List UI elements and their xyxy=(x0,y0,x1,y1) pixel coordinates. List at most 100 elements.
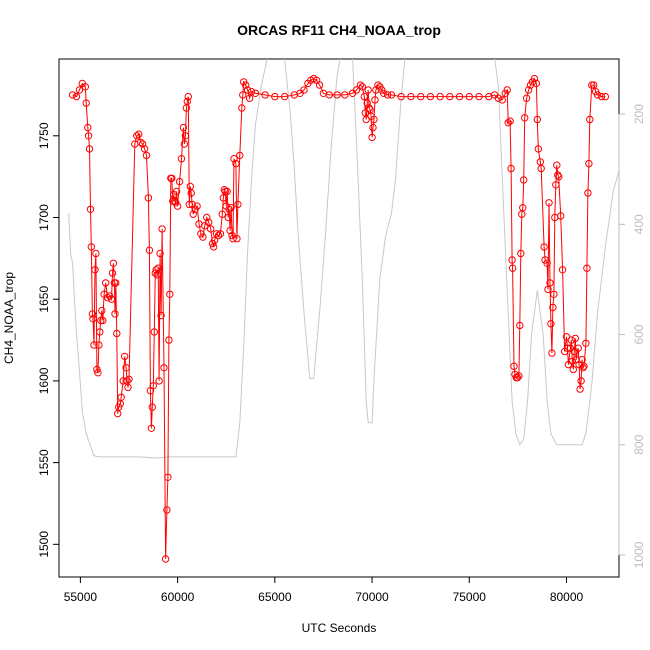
data-point xyxy=(238,104,246,112)
data-point xyxy=(137,138,145,147)
data-point xyxy=(465,92,473,101)
chart-title: ORCAS RF11 CH4_NOAA_trop xyxy=(237,22,441,38)
data-point xyxy=(550,290,558,298)
data-point xyxy=(181,132,190,140)
data-point xyxy=(590,81,598,89)
data-point xyxy=(494,94,503,102)
data-point xyxy=(221,187,230,196)
data-point xyxy=(543,259,551,267)
data-point xyxy=(558,266,567,274)
data-point xyxy=(150,328,159,336)
data-point xyxy=(553,161,561,169)
data-point xyxy=(224,213,232,222)
data-point xyxy=(368,133,376,142)
data-point xyxy=(158,225,166,233)
data-point xyxy=(205,218,213,227)
x-tick-label: 70000 xyxy=(355,590,389,604)
data-point xyxy=(369,123,377,132)
data-point xyxy=(521,114,529,122)
data-point xyxy=(374,81,382,89)
data-point xyxy=(370,115,378,124)
data-point xyxy=(91,266,99,274)
data-point xyxy=(577,377,585,385)
data-point xyxy=(251,89,260,98)
data-point xyxy=(102,279,110,287)
data-point xyxy=(142,151,151,160)
data-point xyxy=(88,310,97,318)
data-point xyxy=(92,249,100,258)
data-point xyxy=(156,249,164,258)
x-tick-label: 80000 xyxy=(550,590,584,604)
data-point xyxy=(85,145,94,153)
data-point xyxy=(552,181,560,189)
data-point xyxy=(125,375,133,383)
data-point xyxy=(584,189,592,197)
data-point xyxy=(223,187,231,196)
data-point xyxy=(68,91,77,99)
data-point xyxy=(356,81,365,89)
data-point xyxy=(597,92,606,101)
data-point xyxy=(177,155,186,163)
data-point xyxy=(148,403,157,411)
data-point xyxy=(233,235,241,243)
data-point xyxy=(380,89,388,98)
data-point xyxy=(593,91,602,99)
data-point xyxy=(236,151,244,160)
data-point xyxy=(586,115,594,124)
data-point xyxy=(475,92,483,101)
data-point xyxy=(387,91,396,99)
right-tick-label: 400 xyxy=(632,214,646,234)
data-point xyxy=(567,336,576,344)
data-point xyxy=(333,91,341,99)
data-point xyxy=(426,92,435,101)
right-tick-label: 800 xyxy=(632,434,646,454)
data-point xyxy=(154,264,162,272)
data-point xyxy=(199,233,207,241)
x-tick-label: 65000 xyxy=(258,590,292,604)
data-point xyxy=(325,91,333,99)
x-tick-label: 55000 xyxy=(64,590,98,604)
data-point xyxy=(155,377,163,385)
data-point xyxy=(144,194,153,202)
data-point xyxy=(588,81,596,89)
data-point xyxy=(358,83,366,91)
data-point xyxy=(82,99,90,107)
data-point xyxy=(510,362,518,370)
data-point xyxy=(219,194,228,202)
data-point xyxy=(522,94,531,102)
data-point xyxy=(175,177,184,186)
data-point xyxy=(365,104,373,112)
data-point xyxy=(90,341,98,349)
data-point xyxy=(576,385,584,393)
data-point xyxy=(507,164,515,173)
data-point xyxy=(166,290,174,298)
data-point xyxy=(121,352,129,361)
data-point xyxy=(84,123,92,132)
data-point xyxy=(557,212,565,220)
data-point xyxy=(579,364,587,372)
data-point xyxy=(300,86,308,94)
data-point xyxy=(183,97,192,106)
data-point xyxy=(89,315,97,323)
data-point xyxy=(109,259,118,267)
data-point xyxy=(571,334,579,343)
data-point xyxy=(407,92,415,101)
data-point xyxy=(187,189,195,197)
data-point xyxy=(508,256,516,264)
data-point xyxy=(540,243,548,251)
data-point xyxy=(149,382,158,390)
data-point xyxy=(364,86,372,94)
data-point xyxy=(229,235,237,243)
data-point xyxy=(152,266,160,274)
primary-series-layer xyxy=(68,74,610,563)
data-point xyxy=(341,91,349,99)
data-point xyxy=(103,293,112,302)
data-point xyxy=(315,81,324,89)
data-point xyxy=(180,140,189,148)
data-point xyxy=(574,344,582,352)
data-point xyxy=(93,365,101,374)
data-point xyxy=(545,199,553,207)
data-point xyxy=(75,86,84,94)
data-point xyxy=(122,364,130,372)
data-point xyxy=(163,506,171,514)
